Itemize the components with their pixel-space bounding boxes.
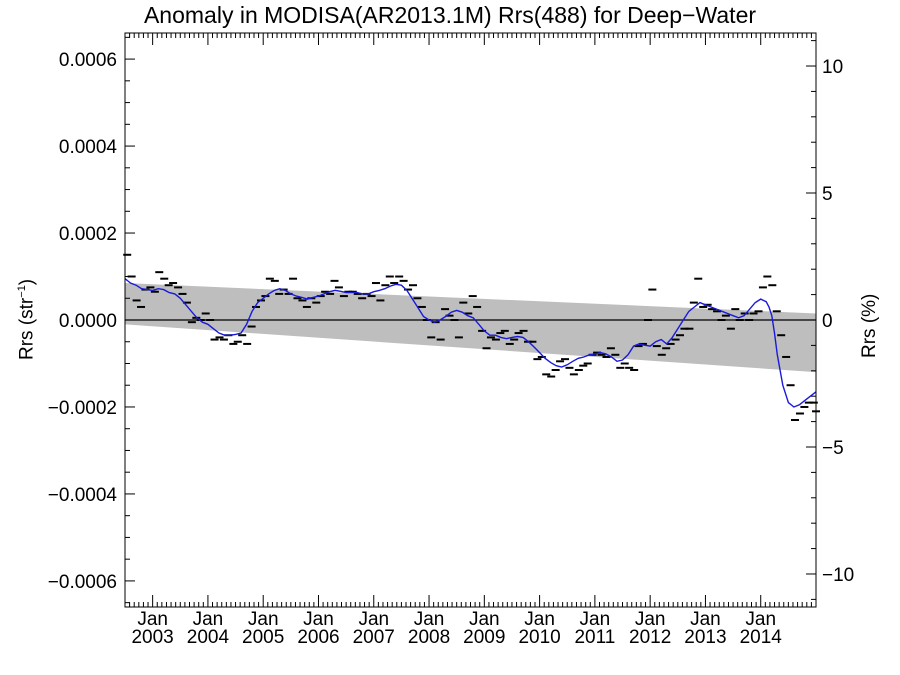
x-tick-label-year: 2003: [131, 627, 173, 648]
x-tick-label-month: Jan: [524, 609, 555, 630]
y-tick-label: 0.0000: [59, 311, 117, 332]
x-tick-label-year: 2014: [740, 627, 783, 648]
x-tick-label-year: 2005: [242, 627, 284, 648]
y-tick-label: −0.0004: [48, 485, 118, 506]
y-right-tick-label: 5: [822, 184, 833, 205]
x-tick-label-month: Jan: [690, 609, 721, 630]
x-tick-label-year: 2008: [408, 627, 450, 648]
x-tick-label-year: 2013: [684, 627, 726, 648]
x-tick-label-month: Jan: [303, 609, 334, 630]
x-tick-label-month: Jan: [745, 609, 776, 630]
y-tick-label: −0.0002: [48, 398, 117, 419]
x-tick-label-year: 2006: [297, 627, 339, 648]
chart-title: Anomaly in MODISA(AR2013.1M) Rrs(488) fo…: [143, 2, 757, 28]
y-right-tick-label: −10: [822, 565, 854, 586]
x-tick-label-month: Jan: [580, 609, 611, 630]
x-tick-label-month: Jan: [635, 609, 666, 630]
x-tick-label-year: 2010: [518, 627, 560, 648]
x-tick-label-month: Jan: [414, 609, 445, 630]
x-tick-label-month: Jan: [358, 609, 389, 630]
y-right-tick-label: 0: [822, 311, 833, 332]
trend-band: [125, 283, 816, 373]
x-tick-label-month: Jan: [137, 609, 168, 630]
smooth-series-line: [124, 278, 817, 408]
x-tick-label-year: 2012: [629, 627, 671, 648]
y-tick-label: 0.0004: [59, 137, 118, 158]
x-tick-label-month: Jan: [469, 609, 500, 630]
x-tick-label-month: Jan: [193, 609, 224, 630]
y-right-tick-label: −5: [822, 438, 844, 459]
y-right-tick-label: 10: [822, 57, 843, 78]
y-tick-label: 0.0006: [59, 50, 117, 71]
x-tick-label-year: 2009: [463, 627, 505, 648]
x-tick-label-year: 2011: [574, 627, 615, 648]
x-tick-label-year: 2004: [187, 627, 230, 648]
x-tick-label-month: Jan: [248, 609, 279, 630]
y-tick-label: −0.0006: [48, 572, 117, 593]
x-tick-label-year: 2007: [353, 627, 395, 648]
y-tick-label: 0.0002: [59, 224, 117, 245]
